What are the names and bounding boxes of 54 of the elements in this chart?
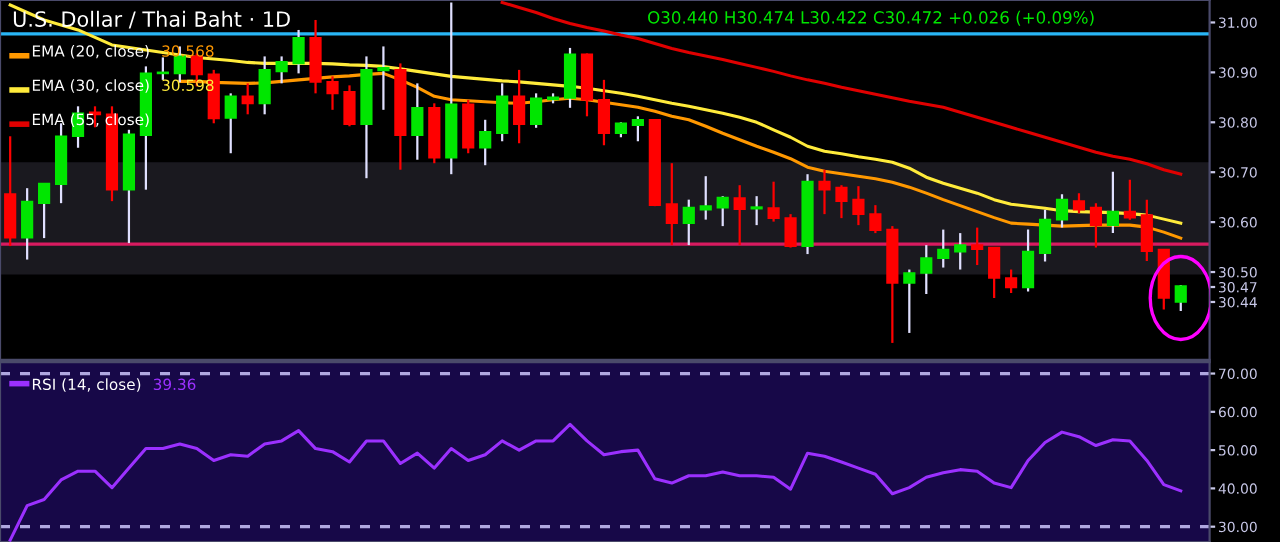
candlestick bbox=[326, 75, 339, 111]
candlestick bbox=[292, 28, 305, 75]
candlestick bbox=[479, 118, 492, 167]
candlestick bbox=[529, 92, 543, 129]
candlestick bbox=[377, 45, 390, 111]
candlestick bbox=[988, 246, 1001, 300]
candlestick bbox=[513, 68, 526, 145]
candlestick bbox=[852, 185, 865, 227]
candlestick bbox=[1072, 192, 1086, 215]
candlestick bbox=[631, 115, 644, 143]
candlestick bbox=[54, 122, 68, 205]
candlestick bbox=[903, 268, 916, 335]
candlestick bbox=[258, 55, 271, 116]
candlestick bbox=[1021, 228, 1035, 293]
candlestick bbox=[1123, 178, 1136, 221]
candlestick bbox=[241, 82, 254, 116]
candlestick bbox=[818, 168, 831, 216]
candlestick bbox=[21, 187, 34, 261]
candlestick bbox=[937, 228, 950, 269]
candlestick bbox=[869, 204, 882, 235]
candlestick bbox=[716, 195, 729, 228]
candlestick bbox=[971, 226, 984, 267]
text: O30.440 H30.474 L30.422 C30.472 +0.026 (+0.09%) bbox=[648, 10, 1094, 26]
candlestick bbox=[580, 52, 594, 118]
candlestick bbox=[275, 55, 288, 85]
candlestick bbox=[1174, 283, 1187, 313]
candlestick bbox=[1005, 268, 1018, 295]
candlestick bbox=[733, 184, 746, 247]
candlestick bbox=[920, 243, 933, 296]
candlestick bbox=[750, 195, 763, 227]
candlestick bbox=[411, 82, 424, 161]
line-series bbox=[8, 422, 1183, 542]
candlestick bbox=[954, 231, 967, 271]
candlestick bbox=[1055, 193, 1069, 229]
candlestick bbox=[1106, 170, 1119, 235]
candlestick bbox=[597, 78, 611, 147]
candlestick bbox=[309, 18, 322, 95]
candlestick bbox=[496, 82, 509, 143]
candlestick bbox=[343, 84, 356, 128]
candlestick bbox=[665, 162, 678, 247]
candlestick bbox=[1089, 202, 1103, 249]
candlestick bbox=[835, 184, 848, 220]
candlestick bbox=[563, 46, 577, 109]
candlestick bbox=[38, 182, 51, 240]
candlestick bbox=[224, 92, 237, 155]
candlestick bbox=[682, 198, 695, 247]
candlestick bbox=[4, 135, 17, 248]
candlestick bbox=[767, 180, 780, 223]
candlestick bbox=[462, 98, 475, 155]
candlestick bbox=[699, 175, 712, 221]
candlestick bbox=[784, 213, 797, 249]
candlestick bbox=[1140, 198, 1153, 263]
candlestick bbox=[1038, 208, 1052, 263]
line-series bbox=[500, 0, 1183, 176]
